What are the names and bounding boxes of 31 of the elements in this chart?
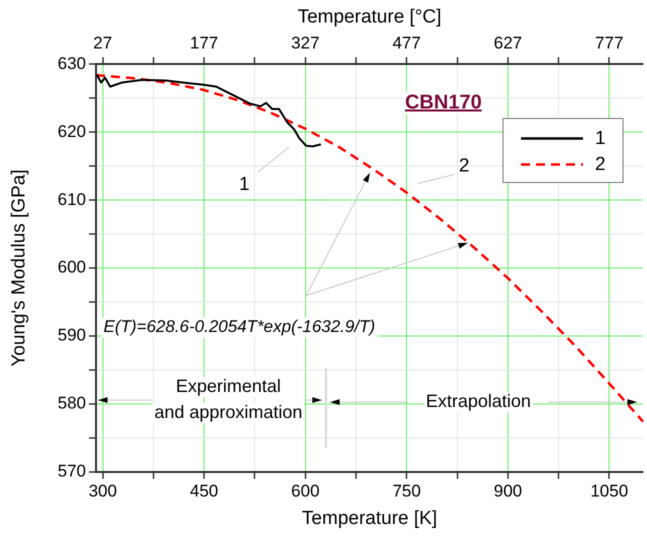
- x-tick-label: 900: [494, 482, 522, 501]
- annotation: Experimental and approximation: [154, 376, 302, 422]
- y-axis-title: Young's Modulus [GPa]: [8, 169, 30, 367]
- x-tick-label: 1050: [590, 482, 628, 501]
- y-tick-label: 610: [58, 190, 86, 209]
- annotation: CBN170: [402, 91, 484, 114]
- y-tick-label: 630: [58, 54, 86, 73]
- y-tick-label: 590: [58, 326, 86, 345]
- y-tick-label: 580: [58, 394, 86, 413]
- x-tick-label: 450: [190, 482, 218, 501]
- line-series: [94, 74, 644, 423]
- legend-label: 2: [595, 154, 606, 175]
- x-axis-title: Temperature [K]: [302, 508, 438, 529]
- x2-tick-label: 777: [595, 34, 624, 53]
- annotation: 1: [238, 174, 250, 196]
- x-tick-label: 600: [291, 482, 320, 501]
- x2-axis-title: Temperature [°C]: [298, 6, 442, 28]
- annotation: E(T)=628.6-0.2054T*exp(-1632.9/T): [103, 317, 376, 336]
- legend-label: 1: [595, 128, 606, 149]
- x2-tick-label: 627: [494, 34, 522, 53]
- annotation: Extrapolation: [426, 391, 531, 412]
- annotation: 2: [458, 156, 470, 177]
- x2-tick-label: 27: [93, 34, 112, 53]
- y-tick-label: 570: [58, 461, 86, 480]
- y-tick-label: 600: [58, 258, 86, 277]
- x2-tick-label: 477: [392, 34, 421, 53]
- x-tick-label: 750: [392, 482, 421, 501]
- x2-tick-label: 327: [291, 34, 320, 53]
- x-tick-label: 300: [88, 482, 117, 501]
- y-tick-label: 620: [58, 122, 86, 141]
- x2-tick-label: 177: [190, 34, 218, 53]
